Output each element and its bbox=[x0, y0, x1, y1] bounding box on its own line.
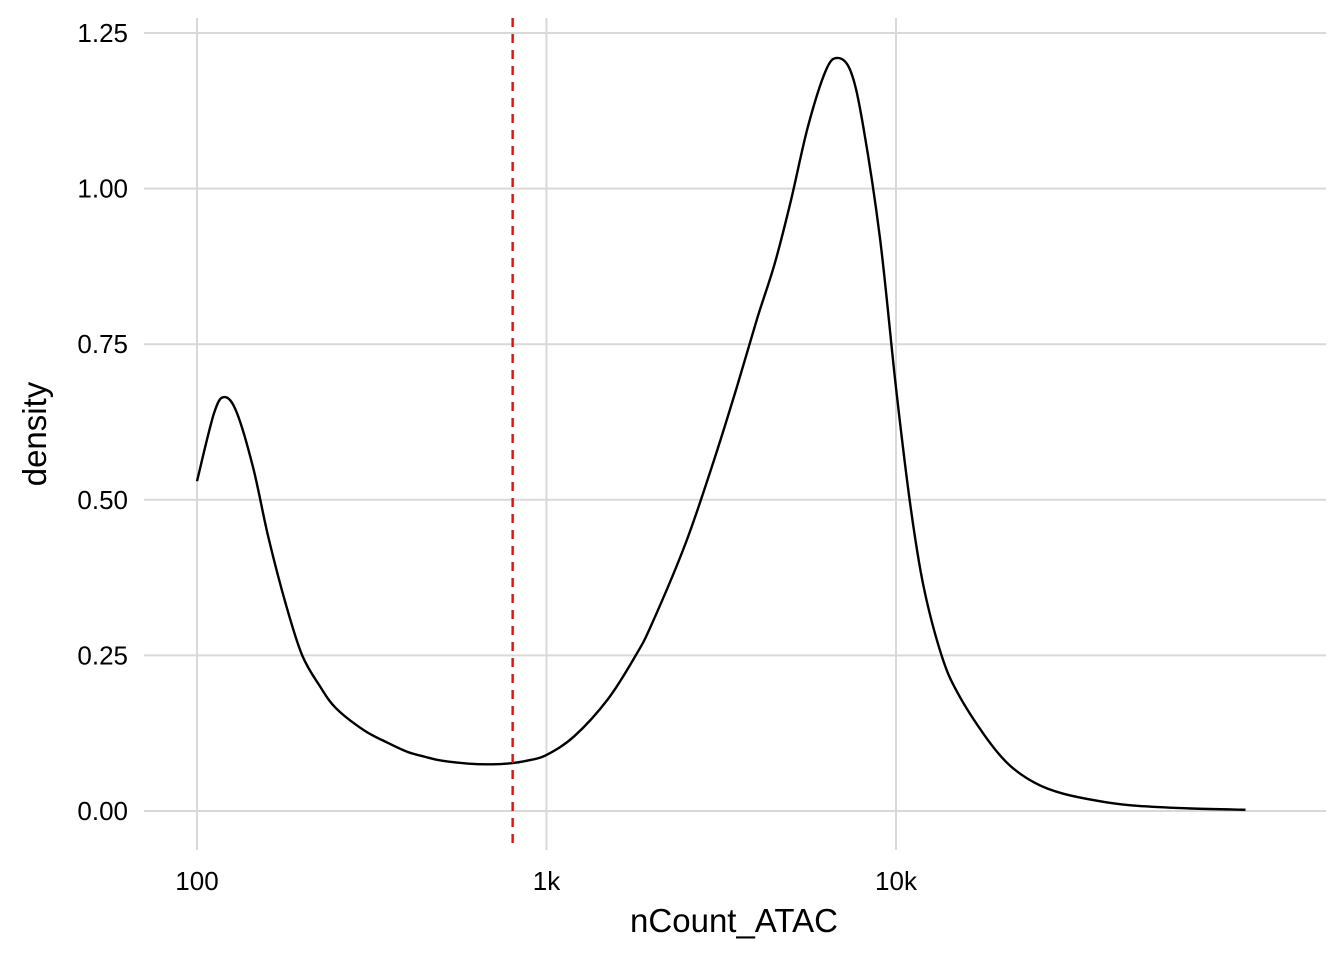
x-tick-label-2: 10k bbox=[875, 866, 918, 896]
y-tick-label-0: 0.00 bbox=[77, 796, 128, 826]
x-gridlines bbox=[196, 18, 897, 850]
density-line-0 bbox=[195, 56, 1246, 811]
x-tick-labels: 100 1k 10k bbox=[175, 866, 918, 896]
y-tick-label-5: 1.25 bbox=[77, 18, 128, 48]
y-tick-labels: 0.00 0.25 0.50 0.75 1.00 1.25 bbox=[77, 18, 128, 826]
y-gridlines bbox=[144, 32, 1326, 812]
x-tick-label-1: 1k bbox=[533, 866, 561, 896]
y-tick-label-3: 0.75 bbox=[77, 329, 128, 359]
x-axis-title: nCount_ATAC bbox=[630, 902, 838, 939]
series-layer bbox=[195, 56, 1246, 811]
x-tick-label-0: 100 bbox=[175, 866, 218, 896]
y-axis-title: density bbox=[16, 381, 53, 486]
y-tick-label-1: 0.25 bbox=[77, 640, 128, 670]
y-tick-label-2: 0.50 bbox=[77, 485, 128, 515]
y-tick-label-4: 1.00 bbox=[77, 174, 128, 204]
